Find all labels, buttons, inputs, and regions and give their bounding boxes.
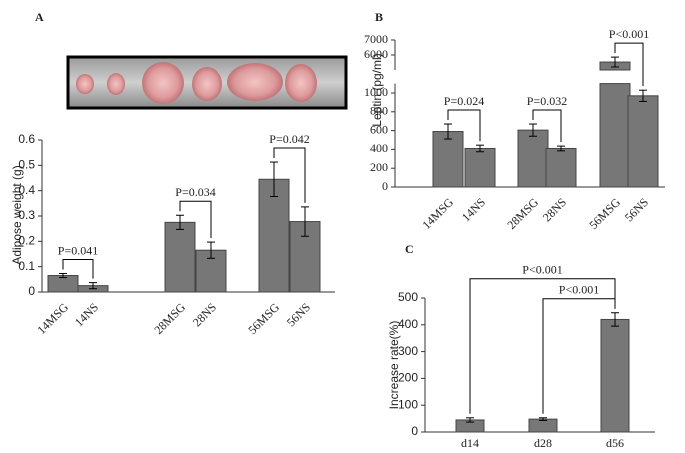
y-tick-label: 0.3 <box>18 208 35 222</box>
y-tick-label: 500 <box>398 290 418 304</box>
x-tick-label: 14NS <box>72 300 101 329</box>
y-axis-label: Increase rate(%) <box>387 321 401 410</box>
bar <box>528 418 558 433</box>
p-value: P=0.032 <box>527 94 567 108</box>
significance-bracket: P<0.001 <box>609 27 649 87</box>
y-axis-label: Leptin (pg/ml) <box>370 53 384 126</box>
significance-bracket: P=0.032 <box>527 94 567 143</box>
error-bar <box>59 273 67 279</box>
panel-label: C <box>405 242 414 256</box>
bracket <box>447 109 481 142</box>
y-tick-label: 400 <box>370 141 388 155</box>
p-value: P<0.001 <box>609 27 649 41</box>
significance-bracket: P=0.034 <box>175 185 216 239</box>
x-tick-label: 14NS <box>459 195 488 224</box>
error-bar <box>557 145 565 152</box>
y-tick-label: 1000 <box>364 85 388 99</box>
y-tick-label: 200 <box>370 160 388 174</box>
bar <box>517 129 549 188</box>
error-bar <box>270 161 278 197</box>
y-tick-label: 0.2 <box>18 234 35 248</box>
significance-bracket: P=0.041 <box>58 243 98 279</box>
p-value: P<0.001 <box>522 262 562 276</box>
y-tick-label: 6000 <box>364 47 388 61</box>
error-bar <box>529 123 537 137</box>
significance-bracket: P=0.042 <box>269 132 310 203</box>
bar <box>599 83 631 188</box>
bar <box>464 147 496 188</box>
x-tick-label: d14 <box>461 436 479 450</box>
y-tick-label: 0.1 <box>18 259 35 273</box>
panel-label: B <box>375 10 383 24</box>
bar <box>627 95 659 188</box>
bar <box>258 178 290 293</box>
y-tick-label: 7000 <box>364 32 388 46</box>
x-tick-label: d28 <box>534 436 552 450</box>
error-bar <box>301 206 309 237</box>
error-bar <box>611 56 619 68</box>
x-tick-label: d56 <box>606 436 624 450</box>
y-tick-label: 0.4 <box>18 183 35 197</box>
panel-label: A <box>35 10 44 24</box>
y-tick-label: 0 <box>411 424 418 438</box>
tissue-photo <box>66 55 348 110</box>
x-tick-label: 28MSG <box>504 195 541 232</box>
y-tick-label: 0 <box>382 179 388 193</box>
error-bar <box>476 144 484 153</box>
y-tick-label: 600 <box>370 122 388 136</box>
y-tick-label: 100 <box>398 397 418 411</box>
significance-bracket: P=0.024 <box>444 94 484 142</box>
error-bar <box>639 89 647 102</box>
error-bar <box>539 417 547 421</box>
significance-bracket: P<0.001 <box>469 262 616 414</box>
bracket <box>469 278 616 414</box>
y-tick-label: 200 <box>398 371 418 385</box>
x-tick-label: 14MSG <box>34 300 71 337</box>
x-tick-label: 56MSG <box>245 300 282 337</box>
error-bar <box>444 123 452 140</box>
error-bar <box>611 312 619 327</box>
error-bar <box>176 214 184 230</box>
bracket <box>179 200 212 239</box>
bar <box>432 131 464 188</box>
x-tick-label: 56NS <box>284 300 313 329</box>
y-tick-label: 300 <box>398 344 418 358</box>
p-value: P=0.041 <box>58 243 98 257</box>
x-tick-label: 28NS <box>190 300 219 329</box>
y-tick-label: 0 <box>28 284 35 298</box>
bar <box>164 221 196 293</box>
bar <box>600 318 630 433</box>
error-bar <box>466 417 474 423</box>
p-value: P<0.001 <box>559 282 599 296</box>
bracket <box>532 109 562 143</box>
y-tick-label: 400 <box>398 317 418 331</box>
x-tick-label: 14MSG <box>419 195 456 232</box>
x-tick-label: 56NS <box>622 195 651 224</box>
x-tick-label: 28MSG <box>151 300 188 337</box>
bracket <box>62 259 94 279</box>
bracket <box>614 42 644 87</box>
p-value: P=0.024 <box>444 94 484 108</box>
y-tick-label: 800 <box>370 104 388 118</box>
y-tick-label: 0.6 <box>18 132 35 146</box>
x-tick-label: 28NS <box>540 195 569 224</box>
bracket <box>273 147 306 203</box>
x-tick-label: 56MSG <box>586 195 623 232</box>
y-tick-label: 0.5 <box>18 158 35 172</box>
p-value: P=0.034 <box>175 185 215 199</box>
error-bar <box>89 282 97 290</box>
error-bar <box>207 241 215 259</box>
p-value: P=0.042 <box>269 132 309 146</box>
bar <box>545 147 577 188</box>
y-axis-label: Adipose weight (g) <box>10 165 24 264</box>
